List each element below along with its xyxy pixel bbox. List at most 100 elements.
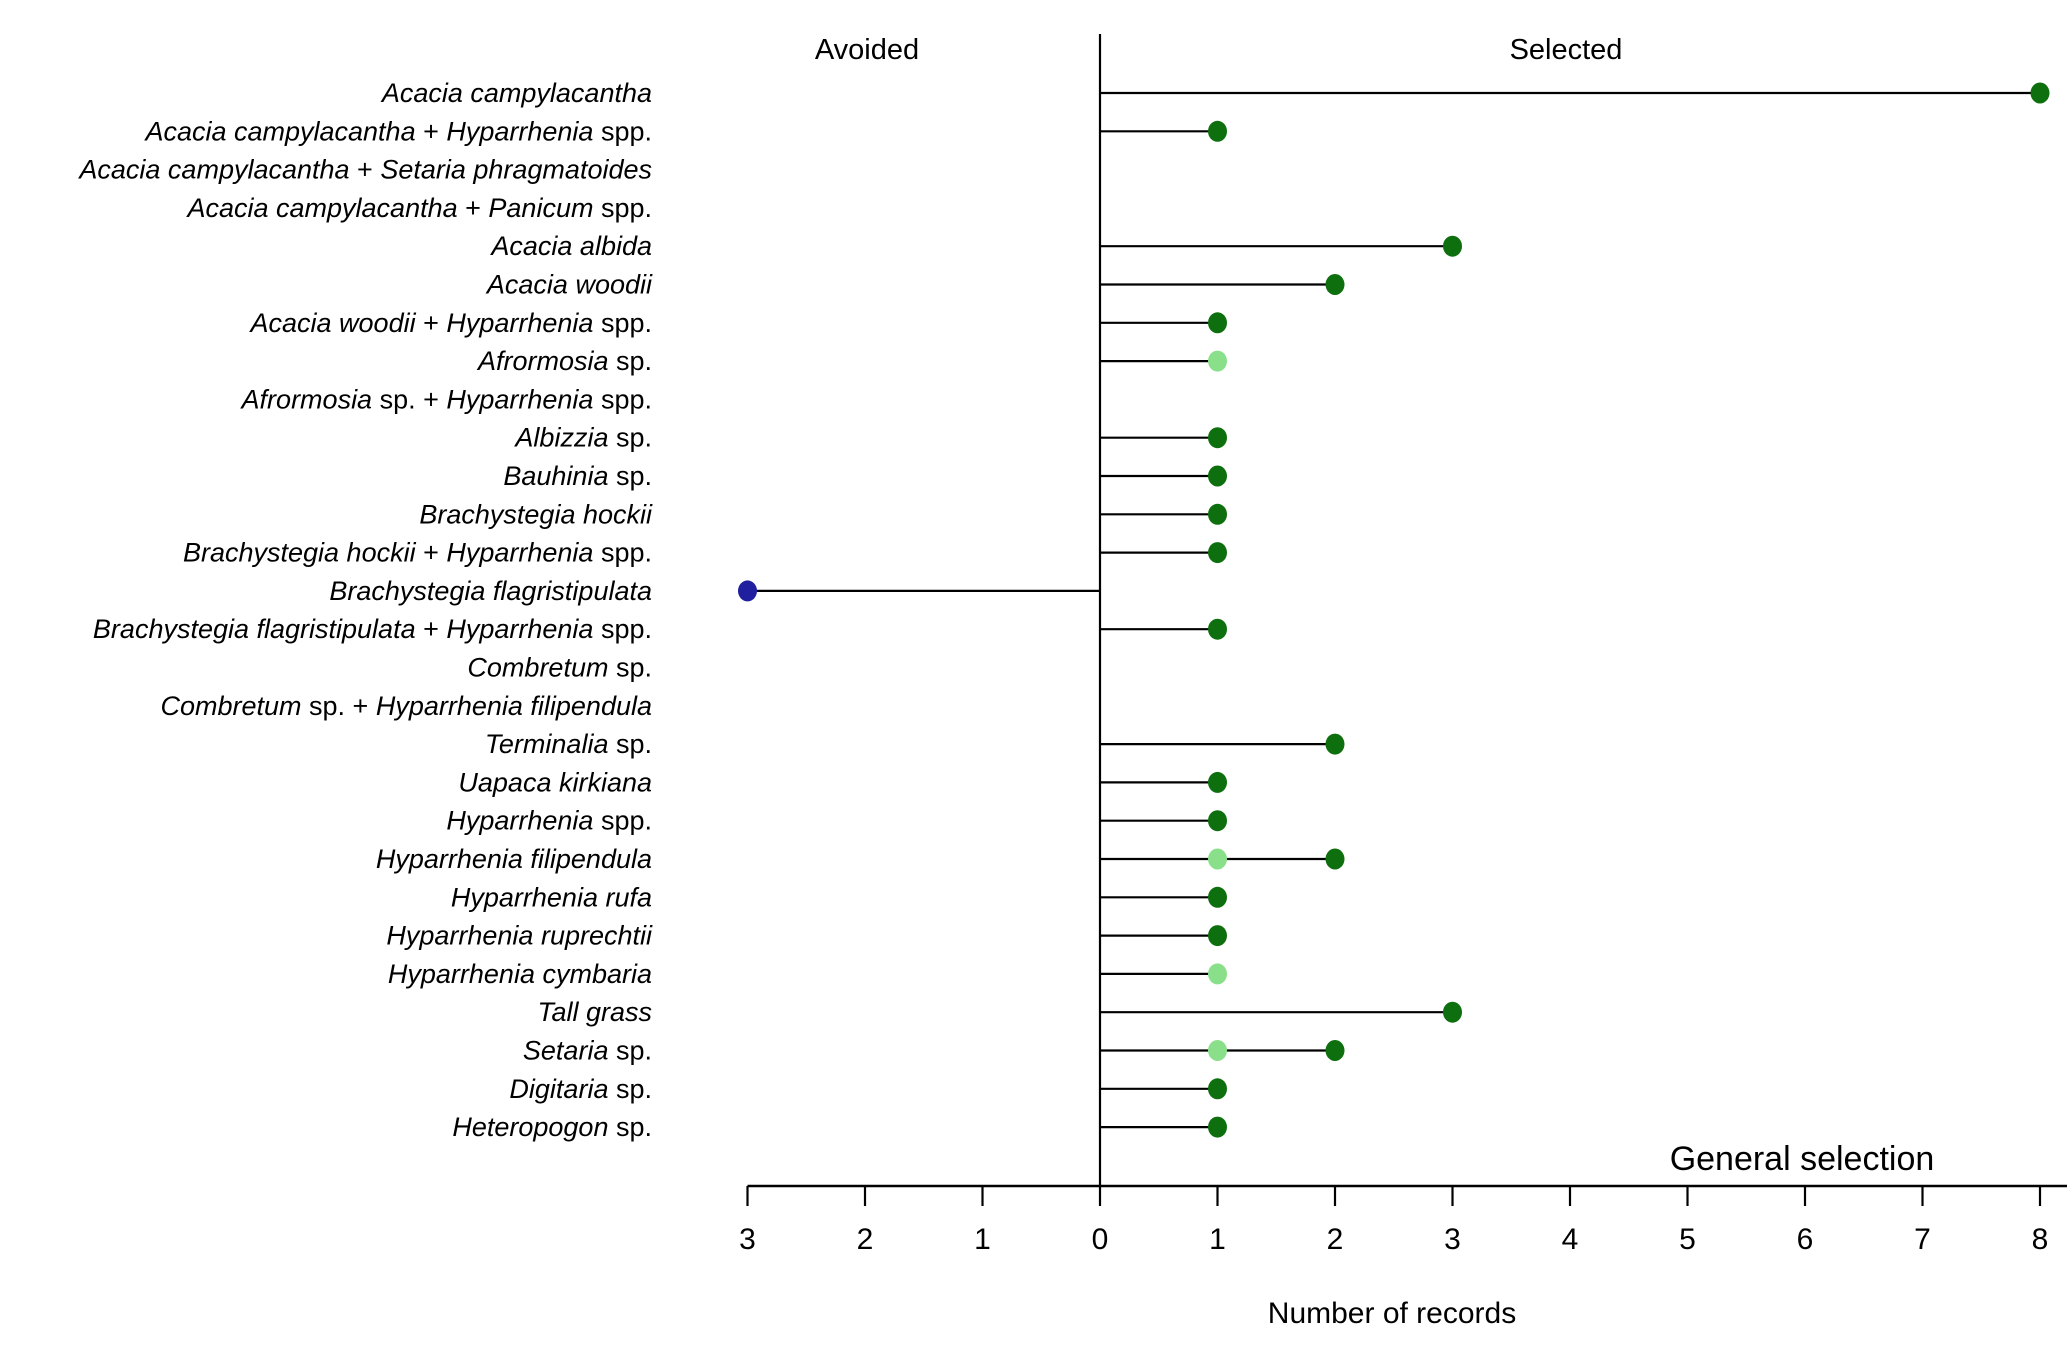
row-label: Hyparrhenia rufa bbox=[451, 882, 652, 912]
data-point-selected_dark bbox=[1208, 1078, 1227, 1100]
row-label: Combretum sp. + Hyparrhenia filipendula bbox=[160, 691, 652, 721]
chart-row: Uapaca kirkiana bbox=[458, 767, 1227, 797]
x-axis-tick-label: 8 bbox=[2032, 1223, 2049, 1256]
x-axis-tick-label: 7 bbox=[1914, 1223, 1931, 1256]
selection-lollipop-chart: Avoided Selected Acacia campylacantha Acaci… bbox=[40, 16, 2067, 1331]
data-point-selected_dark bbox=[1325, 733, 1345, 755]
row-label-segment: spp. bbox=[593, 614, 652, 644]
row-label-segment: Hyparrhenia bbox=[446, 308, 593, 338]
row-label-segment: Hyparrhenia ruprechtii bbox=[386, 921, 653, 951]
row-label-segment: Acacia campylacantha bbox=[77, 155, 349, 185]
row-label-segment: spp. bbox=[593, 806, 652, 836]
row-label: Acacia woodii + Hyparrhenia spp. bbox=[249, 308, 653, 338]
row-label-segment: sp. bbox=[608, 1036, 652, 1066]
row-label: Tall grass bbox=[537, 997, 652, 1027]
row-label-segment: Hyparrhenia bbox=[446, 116, 593, 146]
row-label-segment: Hyparrhenia filipendula bbox=[376, 691, 652, 721]
chart-row: Acacia woodii bbox=[485, 270, 1345, 300]
row-label: Brachystegia hockii + Hyparrhenia spp. bbox=[183, 538, 652, 568]
row-label-segment: sp. bbox=[608, 729, 652, 759]
chart-row: Hyparrhenia filipendula bbox=[376, 844, 1345, 874]
row-label: Afrormosia sp. bbox=[476, 346, 652, 376]
row-label-segment: Brachystegia flagristipulata bbox=[329, 576, 652, 606]
data-point-selected_dark bbox=[1208, 503, 1227, 525]
chart-row: Combretum sp. bbox=[467, 653, 652, 683]
chart-row: Hyparrhenia ruprechtii bbox=[386, 921, 1227, 951]
data-point-selected_dark bbox=[2030, 82, 2050, 104]
row-label-segment: Acacia campylacantha bbox=[185, 193, 457, 223]
chart-row: Hyparrhenia cymbaria bbox=[388, 959, 1227, 989]
data-point-selected_dark bbox=[1208, 1116, 1227, 1138]
row-label-segment: Hyparrhenia bbox=[446, 384, 593, 414]
x-axis-tick-label: 1 bbox=[1209, 1223, 1226, 1256]
row-label: Acacia campylacantha + Panicum spp. bbox=[185, 193, 652, 223]
data-point-selected_dark bbox=[1443, 1001, 1462, 1023]
row-label-segment: sp. bbox=[608, 461, 652, 491]
row-label-segment: Afrormosia bbox=[240, 384, 373, 414]
row-label-segment: Terminalia bbox=[485, 729, 609, 759]
section-label-avoided: Avoided bbox=[815, 34, 919, 66]
row-label: Terminalia sp. bbox=[485, 729, 652, 759]
row-label-segment: spp. bbox=[593, 384, 652, 414]
data-point-selected_dark bbox=[1208, 925, 1227, 947]
chart-row: Hyparrhenia rufa bbox=[451, 882, 1227, 912]
row-label-segment: Hyparrhenia bbox=[446, 806, 593, 836]
row-label-segment: spp. bbox=[593, 193, 652, 223]
data-point-selected_light bbox=[1208, 1040, 1227, 1061]
row-label: Brachystegia flagristipulata bbox=[329, 576, 652, 606]
chart-row: Afrormosia sp. bbox=[476, 346, 1227, 376]
chart-row: Setaria sp. bbox=[523, 1036, 1345, 1066]
row-label-segment: Heteropogon bbox=[452, 1112, 608, 1142]
data-point-selected_dark bbox=[1208, 120, 1227, 142]
row-label: Hyparrhenia cymbaria bbox=[388, 959, 652, 989]
row-label-segment: spp. bbox=[593, 308, 652, 338]
data-point-selected_dark bbox=[1208, 886, 1227, 908]
row-label-segment: + bbox=[350, 155, 381, 185]
row-label-segment: Combretum bbox=[160, 691, 301, 721]
row-label: Hyparrhenia spp. bbox=[446, 806, 652, 836]
row-label-segment: Tall grass bbox=[537, 997, 652, 1027]
chart-row: Brachystegia flagristipulata bbox=[329, 576, 1100, 606]
data-point-selected_dark bbox=[1208, 618, 1227, 640]
chart-row: Tall grass bbox=[537, 997, 1462, 1027]
row-label-segment: Digitaria bbox=[509, 1074, 608, 1104]
data-point-avoided_blue bbox=[738, 580, 757, 602]
data-point-selected_light bbox=[1208, 963, 1227, 985]
chart-row: Bauhinia sp. bbox=[503, 461, 1227, 491]
row-label-segment: Acacia campylacantha bbox=[143, 116, 415, 146]
row-label-segment: sp. + bbox=[302, 691, 376, 721]
row-label: Acacia campylacantha + Hyparrhenia spp. bbox=[143, 116, 652, 146]
chart-row: Acacia campylacantha + Hyparrhenia spp. bbox=[143, 116, 1227, 146]
row-label-segment: spp. bbox=[593, 116, 652, 146]
chart-row: Albizzia sp. bbox=[513, 423, 1227, 453]
data-point-selected_dark bbox=[1208, 465, 1227, 487]
row-label-segment: + bbox=[416, 308, 447, 338]
row-label-segment: Hyparrhenia filipendula bbox=[376, 844, 652, 874]
row-label: Digitaria sp. bbox=[509, 1074, 652, 1104]
chart-row: Acacia campylacantha bbox=[380, 78, 2050, 108]
row-label: Acacia campylacantha bbox=[380, 78, 652, 108]
chart-row: Combretum sp. + Hyparrhenia filipendula bbox=[160, 691, 652, 721]
data-point-selected_dark bbox=[1208, 810, 1227, 832]
data-point-selected_dark bbox=[1325, 274, 1345, 295]
x-axis-tick-label: 2 bbox=[1327, 1223, 1344, 1256]
row-label-segment: Afrormosia bbox=[476, 346, 609, 376]
row-label-segment: Hyparrhenia rufa bbox=[451, 882, 652, 912]
row-label: Heteropogon sp. bbox=[452, 1112, 652, 1142]
row-label-segment: Brachystegia flagristipulata bbox=[93, 614, 416, 644]
row-label-segment: + bbox=[416, 116, 447, 146]
row-label: Hyparrhenia ruprechtii bbox=[386, 921, 653, 951]
x-axis-tick-label: 3 bbox=[1444, 1223, 1461, 1256]
row-label: Combretum sp. bbox=[467, 653, 652, 683]
chart-row: Afrormosia sp. + Hyparrhenia spp. bbox=[240, 384, 652, 414]
row-label: Uapaca kirkiana bbox=[458, 767, 652, 797]
row-label-segment: Brachystegia hockii bbox=[183, 538, 417, 568]
chart-row: Acacia albida bbox=[489, 231, 1462, 261]
row-label-segment: Brachystegia hockii bbox=[419, 499, 653, 529]
data-point-selected_dark bbox=[1325, 1040, 1345, 1061]
data-point-selected_dark bbox=[1208, 312, 1227, 334]
row-label-segment: sp. bbox=[608, 346, 652, 376]
x-axis-tick-label: 3 bbox=[739, 1223, 756, 1256]
row-label: Setaria sp. bbox=[523, 1036, 652, 1066]
